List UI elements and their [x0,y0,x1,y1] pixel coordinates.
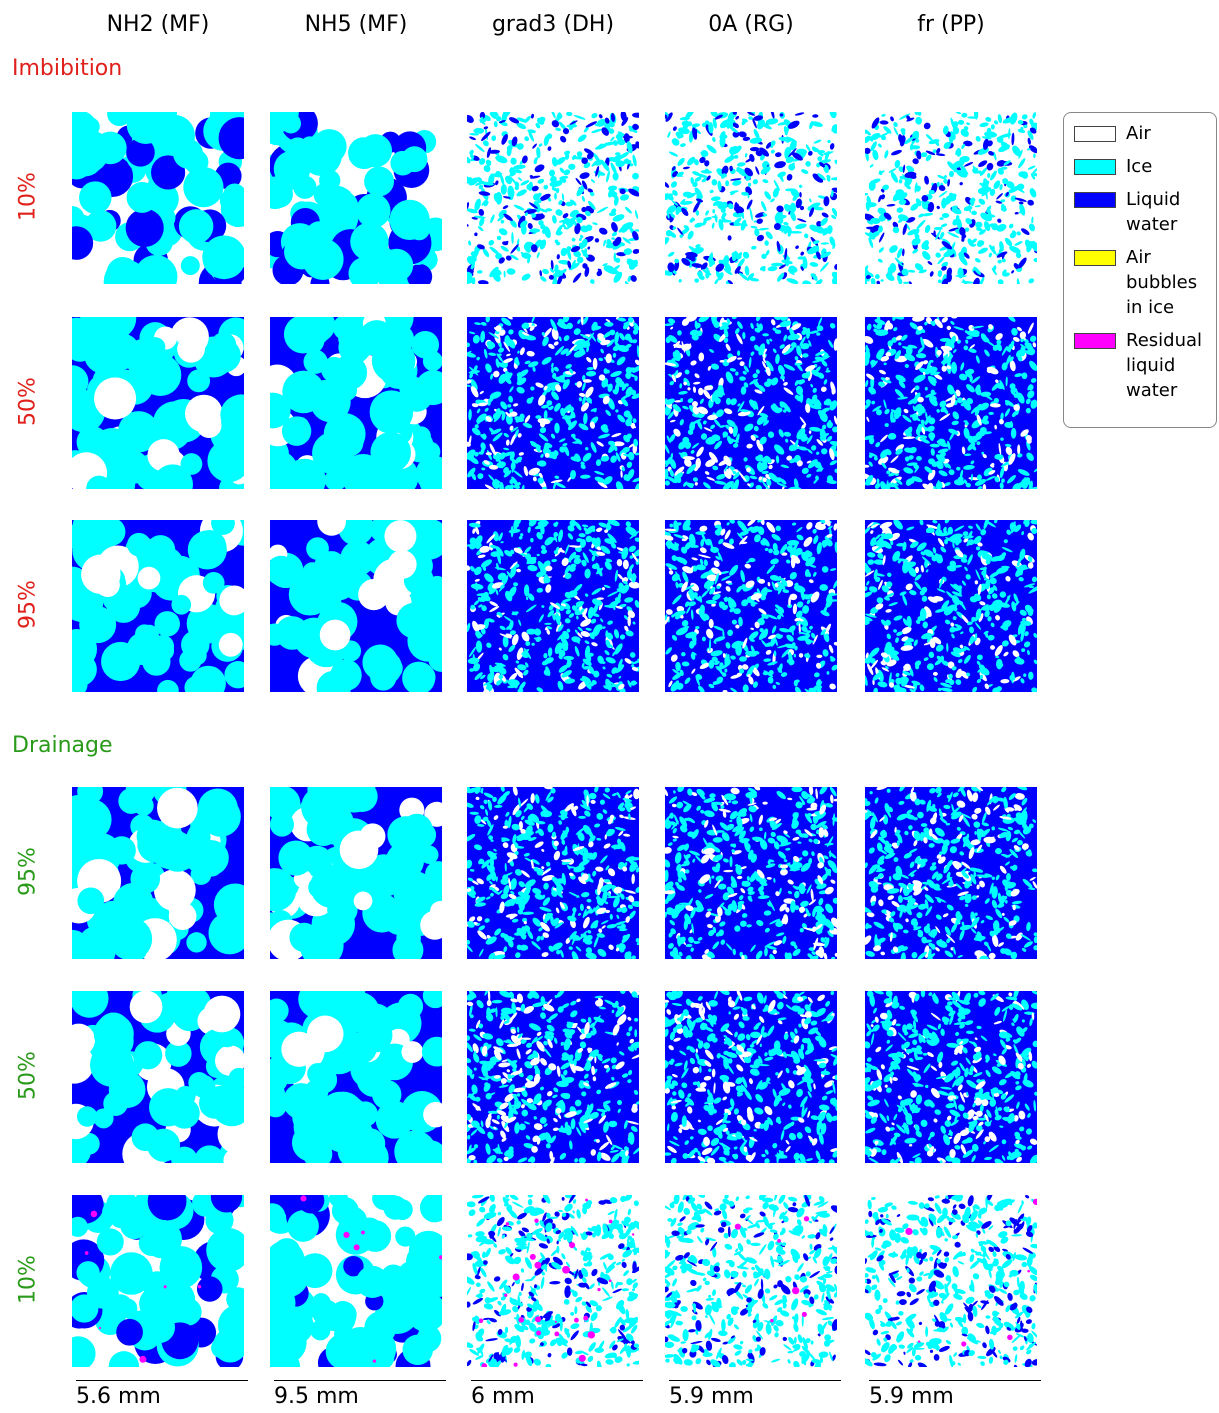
micrograph [467,991,639,1163]
legend: Air Ice Liquid water Air bubbles in ice Resi… [1063,112,1217,428]
scale-bar-label: 5.9 mm [869,1384,954,1409]
micrograph [467,112,639,284]
micrograph [665,1195,837,1367]
scale-bar-label: 9.5 mm [274,1384,359,1409]
legend-item: Residual liquid water [1074,328,1210,403]
micrograph [270,991,442,1163]
column-header: NH2 (MF) [106,12,210,37]
micrograph [72,317,244,489]
micrograph [270,1195,442,1367]
legend-label: Liquid water [1126,189,1181,235]
micrograph [865,112,1037,284]
micrograph [270,787,442,959]
micrograph [72,1195,244,1367]
scale-bar-label: 5.6 mm [76,1384,161,1409]
scale-bar [869,1380,1041,1381]
legend-label: Ice [1126,156,1153,177]
micrograph [270,317,442,489]
legend-label: Residual liquid water [1126,330,1203,401]
legend-swatch [1074,333,1116,349]
scale-bar [471,1380,643,1381]
micrograph [467,317,639,489]
row-label: 95% [15,847,41,896]
micrograph [72,991,244,1163]
micrograph [270,520,442,692]
column-header: grad3 (DH) [491,12,615,37]
scale-bar-label: 5.9 mm [669,1384,754,1409]
legend-swatch [1074,250,1116,266]
micrograph [467,1195,639,1367]
micrograph [865,317,1037,489]
micrograph [665,317,837,489]
legend-swatch [1074,192,1116,208]
row-label: 50% [15,1051,41,1100]
legend-item: Liquid water [1074,187,1210,237]
micrograph [865,991,1037,1163]
legend-item: Ice [1074,154,1210,179]
legend-label: Air bubbles in ice [1126,247,1198,318]
column-header: fr (PP) [917,12,985,37]
column-header: 0A (RG) [708,12,794,37]
scale-bar [76,1380,248,1381]
micrograph [665,112,837,284]
section-title: Imbibition [12,56,123,81]
micrograph [270,112,442,284]
legend-label: Air [1126,123,1151,144]
micrograph [467,787,639,959]
legend-swatch [1074,126,1116,142]
micrograph [865,1195,1037,1367]
scale-bar [274,1380,446,1381]
micrograph [865,520,1037,692]
row-label: 10% [15,1255,41,1304]
row-label: 50% [15,377,41,426]
micrograph [467,520,639,692]
micrograph [665,520,837,692]
column-header: NH5 (MF) [304,12,408,37]
micrograph [865,787,1037,959]
scale-bar-label: 6 mm [471,1384,535,1409]
micrograph [665,991,837,1163]
micrograph [72,112,244,284]
micrograph [72,787,244,959]
legend-item: Air [1074,121,1210,146]
legend-swatch [1074,159,1116,175]
micrograph [72,520,244,692]
row-label: 95% [15,580,41,629]
micrograph [665,787,837,959]
row-label: 10% [15,172,41,221]
legend-item: Air bubbles in ice [1074,245,1210,320]
scale-bar [669,1380,841,1381]
section-title: Drainage [12,733,113,758]
